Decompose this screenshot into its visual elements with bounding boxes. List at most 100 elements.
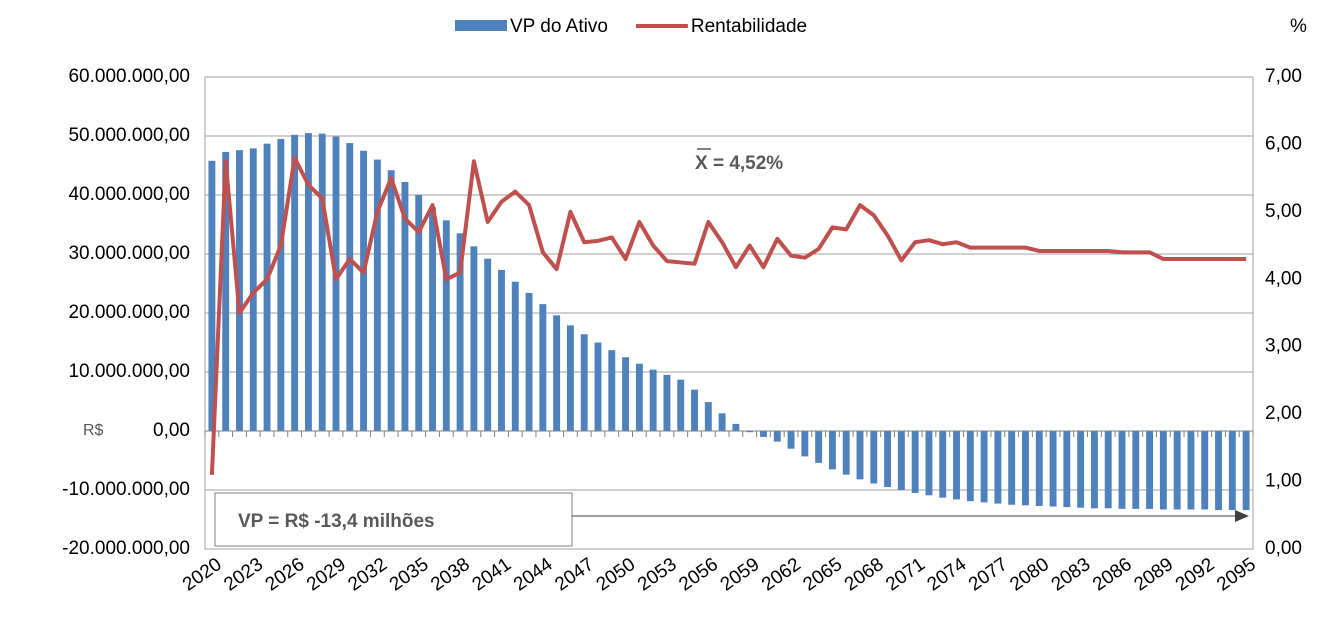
bar bbox=[318, 133, 326, 431]
x-tick-label: 2020 bbox=[179, 554, 226, 595]
bar bbox=[980, 431, 988, 503]
y-tick-label: 30.000.000,00 bbox=[68, 243, 190, 264]
bar bbox=[760, 431, 767, 437]
bar bbox=[994, 431, 1002, 504]
bar bbox=[649, 369, 657, 431]
bar bbox=[566, 325, 574, 431]
bar bbox=[525, 292, 533, 431]
y-tick-label: 50.000.000,00 bbox=[68, 125, 190, 146]
bar bbox=[718, 413, 726, 431]
legend-label: Rentabilidade bbox=[691, 16, 807, 37]
y-tick-label: 0,00 bbox=[153, 420, 190, 441]
x-tick-label: 2059 bbox=[717, 554, 764, 595]
bar bbox=[1049, 431, 1057, 507]
x-tick-label: 2032 bbox=[344, 554, 391, 595]
bar bbox=[884, 431, 892, 488]
bar bbox=[470, 246, 478, 431]
bar bbox=[787, 431, 795, 449]
bar bbox=[484, 258, 492, 431]
bar bbox=[925, 431, 933, 496]
bar bbox=[1035, 431, 1043, 506]
bar bbox=[1132, 431, 1140, 509]
bar bbox=[939, 431, 947, 498]
bar bbox=[663, 374, 671, 431]
bar bbox=[1063, 431, 1071, 508]
x-tick-label: 2047 bbox=[551, 554, 598, 595]
y-tick-label: -10.000.000,00 bbox=[62, 479, 190, 500]
x-tick-label: 2080 bbox=[1006, 554, 1053, 595]
bar bbox=[511, 281, 519, 431]
y2-tick-label: 6,00 bbox=[1265, 133, 1302, 154]
bar bbox=[553, 315, 561, 431]
line bbox=[209, 155, 1247, 475]
bar bbox=[1242, 431, 1250, 511]
y2-tick-label: 3,00 bbox=[1265, 336, 1302, 357]
y-tick-label: 40.000.000,00 bbox=[68, 184, 190, 205]
x-tick-label: 2035 bbox=[386, 554, 433, 595]
bar bbox=[815, 431, 823, 463]
bar bbox=[249, 148, 257, 431]
bar bbox=[236, 150, 243, 431]
bar bbox=[1215, 431, 1222, 511]
x-tick-label: 2089 bbox=[1130, 554, 1177, 595]
y2-tick-label: 5,00 bbox=[1265, 201, 1302, 222]
y2-tick-label: 0,00 bbox=[1265, 538, 1302, 559]
bar bbox=[870, 431, 878, 484]
x-tick-label: 2029 bbox=[303, 554, 350, 595]
arrow-head bbox=[1235, 510, 1249, 522]
x-tick-label: 2065 bbox=[799, 554, 846, 595]
bar bbox=[911, 431, 919, 493]
bar bbox=[263, 143, 271, 432]
y-tick-label: 20.000.000,00 bbox=[68, 302, 190, 323]
y-tick-label: 60.000.000,00 bbox=[68, 66, 190, 87]
y-tick-label: 10.000.000,00 bbox=[68, 361, 190, 382]
y2-tick-label: 2,00 bbox=[1265, 403, 1302, 424]
bar bbox=[746, 431, 754, 433]
bar bbox=[222, 151, 230, 431]
bar bbox=[277, 138, 285, 431]
x-tick-label: 2095 bbox=[1213, 554, 1260, 595]
bar bbox=[456, 233, 464, 431]
bar bbox=[373, 159, 381, 431]
bar bbox=[1159, 431, 1167, 510]
x-tick-label: 2068 bbox=[841, 554, 888, 595]
bar bbox=[401, 182, 409, 431]
bar bbox=[1022, 431, 1029, 506]
bar bbox=[1008, 431, 1016, 505]
bar bbox=[966, 431, 974, 502]
y-tick-label: -20.000.000,00 bbox=[62, 538, 190, 559]
bar bbox=[801, 431, 809, 457]
bar bbox=[622, 357, 630, 431]
bar bbox=[1118, 431, 1126, 509]
bar bbox=[953, 431, 960, 500]
bar bbox=[580, 334, 588, 431]
x-tick-label: 2038 bbox=[427, 554, 474, 595]
y-axis-label: R$ bbox=[83, 422, 104, 439]
bar bbox=[539, 304, 547, 431]
bar bbox=[691, 389, 698, 431]
x-tick-label: 2056 bbox=[675, 554, 722, 595]
x-tick-label: 2050 bbox=[593, 554, 640, 595]
bar bbox=[429, 207, 436, 431]
bar bbox=[828, 431, 836, 470]
bar bbox=[346, 143, 354, 431]
x-tick-label: 2041 bbox=[469, 554, 516, 595]
bar bbox=[1090, 431, 1098, 509]
x-tick-label: 2083 bbox=[1048, 554, 1095, 595]
x-tick-label: 2092 bbox=[1172, 554, 1219, 595]
x-tick-label: 2044 bbox=[510, 554, 557, 596]
bar bbox=[732, 423, 740, 431]
bar bbox=[208, 160, 216, 431]
x-tick-label: 2074 bbox=[924, 554, 971, 596]
y2-tick-label: 1,00 bbox=[1265, 471, 1302, 492]
bar bbox=[1146, 431, 1154, 509]
bar bbox=[1104, 431, 1112, 509]
bar bbox=[897, 431, 905, 490]
x-tick-label: 2086 bbox=[1089, 554, 1136, 595]
annotation: VP = R$ -13,4 milhões bbox=[238, 511, 435, 532]
bar bbox=[677, 379, 685, 431]
bar bbox=[360, 150, 368, 431]
bar bbox=[498, 269, 505, 431]
y2-tick-label: 4,00 bbox=[1265, 268, 1302, 289]
